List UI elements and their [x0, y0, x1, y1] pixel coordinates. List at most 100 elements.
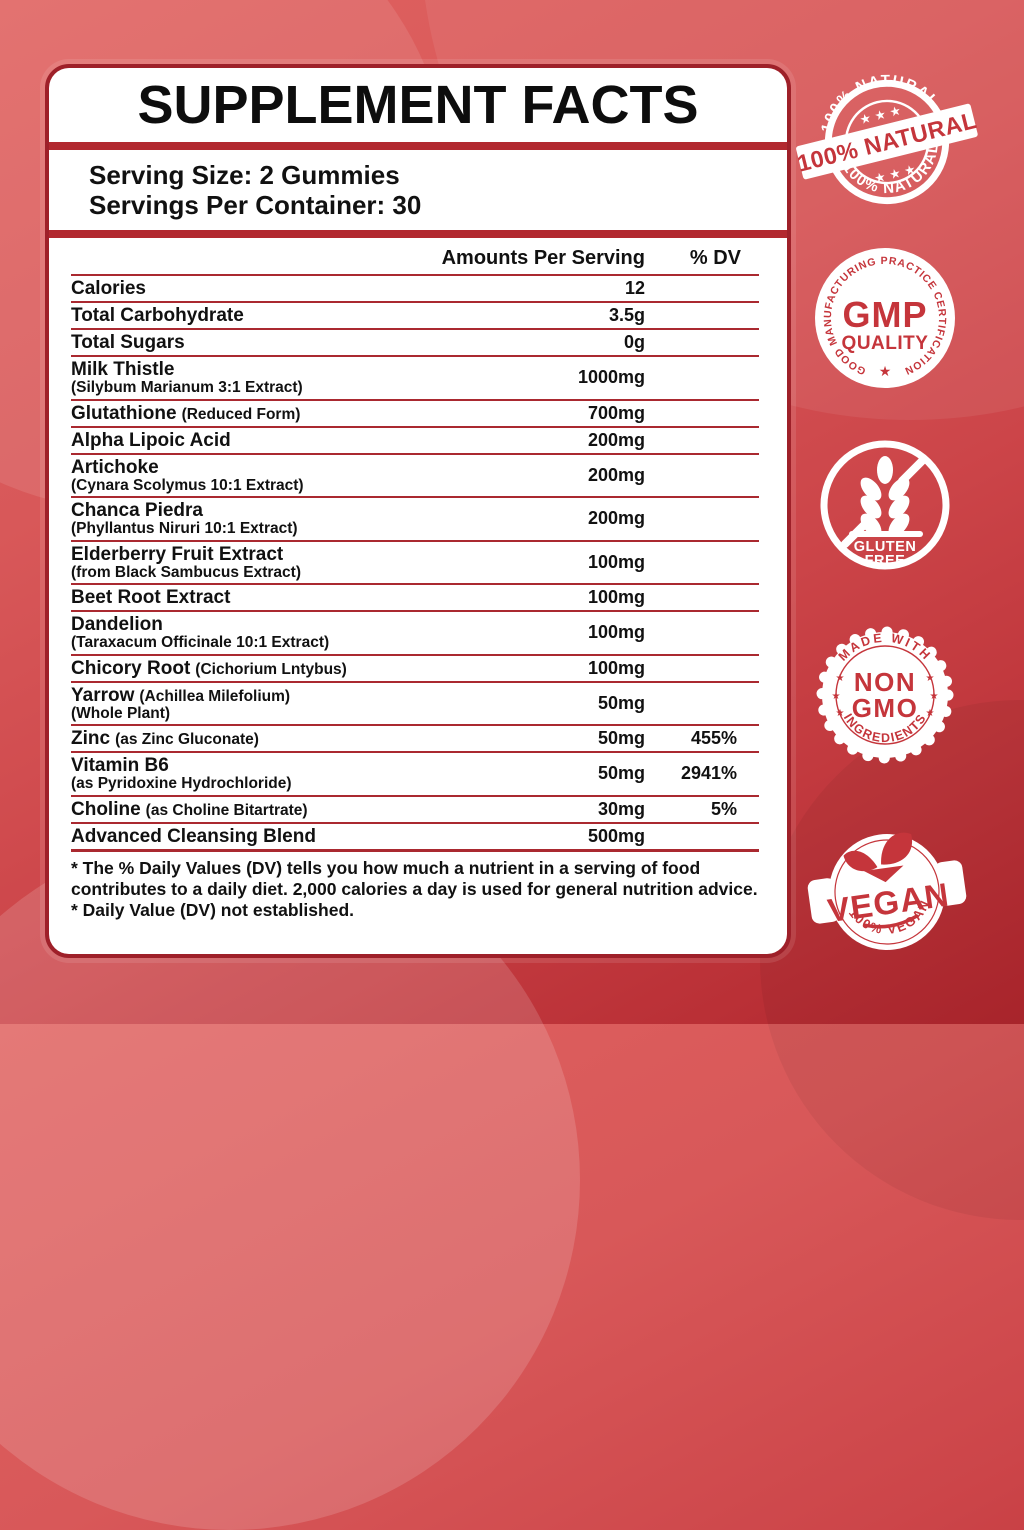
- table-row: Advanced Cleansing Blend 500mg: [71, 821, 759, 849]
- table-row: Artichoke (Cynara Scolymus 10:1 Extract)…: [71, 452, 759, 497]
- table-row: Milk Thistle (Silybum Marianum 3:1 Extra…: [71, 355, 759, 399]
- badge-gmp-quality: GOOD MANUFACTURING PRACTICE CERTIFICATIO…: [810, 243, 960, 393]
- ingredient-cell: Artichoke (Cynara Scolymus 10:1 Extract): [71, 457, 495, 495]
- servings-per-container-line: Servings Per Container: 30: [89, 190, 422, 221]
- ingredient-dv: 455%: [690, 728, 737, 748]
- ingredient-name: Elderberry Fruit Extract: [71, 543, 284, 565]
- table-row: Alpha Lipoic Acid 200mg: [71, 425, 759, 453]
- gmp-quality-text: QUALITY: [842, 333, 929, 354]
- ingredient-amount: 1000mg: [577, 367, 645, 388]
- table-row: Vitamin B6 (as Pyridoxine Hydrochloride)…: [71, 751, 759, 795]
- seal-disc: [822, 632, 948, 758]
- ingredient-cell: Dandelion (Taraxacum Officinale 10:1 Ext…: [71, 614, 495, 652]
- ingredient-detail-line2: (as Pyridoxine Hydrochloride): [71, 775, 292, 792]
- ingredient-amount: 3.5g: [608, 305, 645, 325]
- ingredient-name: Beet Root Extract: [71, 587, 231, 608]
- table-row: Glutathione (Reduced Form) 700mg: [71, 398, 759, 426]
- serving-size-line: Serving Size: 2 Gummies: [89, 160, 400, 190]
- ingredient-amount: 50mg: [597, 763, 645, 784]
- table-row: Dandelion (Taraxacum Officinale 10:1 Ext…: [71, 610, 759, 654]
- ingredient-cell: Advanced Cleansing Blend: [71, 826, 495, 847]
- ingredient-name: Chanca Piedra: [71, 500, 203, 521]
- ingredient-cell: Chicory Root (Cichorium Lntybus): [71, 658, 495, 679]
- seal-disc: [815, 248, 955, 388]
- footnotes: * The % Daily Values (DV) tells you how …: [71, 848, 759, 922]
- star-icon: ★: [832, 691, 841, 702]
- ingredient-amount: 100mg: [587, 587, 645, 607]
- ingredient-cell: Choline (as Choline Bitartrate): [71, 799, 495, 820]
- facts-table-section: Amounts Per Serving % DV Calories 12 Tot…: [49, 238, 787, 954]
- ingredient-detail-inline: (Cichorium Lntybus): [195, 660, 347, 678]
- ingredient-detail-inline: (as Zinc Gluconate): [115, 731, 259, 748]
- leaf-icon: [843, 832, 913, 883]
- ingredient-cell: Chanca Piedra (Phyllantus Niruri 10:1 Ex…: [71, 500, 495, 538]
- ingredient-amount: 12: [624, 278, 645, 298]
- slash-icon: [841, 456, 927, 548]
- ingredient-detail-line2: (Silybum Marianum 3:1 Extract): [71, 379, 303, 396]
- table-row: Yarrow (Achillea Milefolium) (Whole Plant…: [71, 680, 759, 725]
- ingredient-cell: Glutathione (Reduced Form): [71, 403, 495, 424]
- star-icon: ★: [926, 708, 935, 719]
- table-row: Total Sugars 0g: [71, 328, 759, 355]
- ingredient-cell: Calories: [71, 278, 495, 299]
- panel-title-section: SUPPLEMENT FACTS: [49, 68, 787, 142]
- table-row: Chanca Piedra (Phyllantus Niruri 10:1 Ex…: [71, 496, 759, 540]
- ingredient-amount: 100mg: [587, 551, 645, 572]
- footnote-dv-not-established: * Daily Value (DV) not established.: [71, 900, 354, 921]
- ingredient-name: Calories: [71, 278, 146, 299]
- stamp-banner: [796, 103, 978, 180]
- amounts-per-serving-header: Amounts Per Serving: [441, 247, 645, 269]
- badge-gluten-free: GLUTEN FREE: [810, 430, 960, 580]
- gluten-text-line2: FREE: [865, 553, 906, 569]
- ingredient-name: Milk Thistle: [71, 359, 175, 380]
- ingredient-name: Dandelion: [71, 614, 163, 635]
- ingredient-name: Chicory Root: [71, 657, 191, 679]
- ingredient-name: Total Sugars: [71, 332, 185, 353]
- gmp-center-text: GMP: [842, 294, 927, 335]
- star-icon: ★: [836, 673, 845, 684]
- star-icons-sides: ★ ★ ★ ★ ★ ★: [832, 673, 939, 719]
- footnote-dv-explanation: * The % Daily Values (DV) tells you how …: [71, 857, 758, 899]
- table-row: Elderberry Fruit Extract (from Black Sam…: [71, 539, 759, 584]
- ingredient-cell: Vitamin B6 (as Pyridoxine Hydrochloride): [71, 755, 495, 793]
- badge-non-gmo: MADE WITH INGREDIENTS NON GMO ★ ★ ★ ★ ★ …: [807, 617, 963, 773]
- table-row: Total Carbohydrate 3.5g: [71, 301, 759, 328]
- ingredient-cell: Alpha Lipoic Acid: [71, 430, 495, 451]
- ingredient-amount: 500mg: [587, 825, 645, 846]
- ingredient-amount: 200mg: [587, 508, 645, 529]
- ingredient-name: Alpha Lipoic Acid: [71, 429, 231, 451]
- ingredient-detail-inline: (as Choline Bitartrate): [145, 801, 308, 819]
- ingredient-cell: Total Carbohydrate: [71, 305, 495, 326]
- ingredient-cell: Zinc (as Zinc Gluconate): [71, 728, 495, 749]
- panel-title: SUPPLEMENT FACTS: [137, 75, 699, 135]
- table-row: Chicory Root (Cichorium Lntybus) 100mg: [71, 653, 759, 681]
- star-icon: ★: [836, 708, 845, 719]
- facts-table-rows: Calories 12 Total Carbohydrate 3.5g Tota…: [71, 274, 759, 849]
- ingredient-name: Artichoke: [71, 456, 159, 478]
- star-icon: ★: [879, 364, 892, 380]
- ingredient-name: Glutathione: [71, 402, 177, 424]
- ingredient-amount: 0g: [623, 332, 645, 352]
- table-row: Zinc (as Zinc Gluconate) 50mg 455%: [71, 724, 759, 751]
- swoosh-underline: [863, 914, 919, 929]
- star-icon: ★: [926, 673, 935, 684]
- ingredient-detail-line2: (Whole Plant): [71, 704, 171, 722]
- serving-info-section: Serving Size: 2 Gummies Servings Per Con…: [49, 150, 787, 230]
- ingredient-amount: 100mg: [587, 622, 645, 643]
- ingredient-detail-line2: (Taraxacum Officinale 10:1 Extract): [71, 634, 330, 651]
- inner-ring: [834, 839, 940, 945]
- percent-dv-header: % DV: [689, 247, 741, 269]
- ingredient-amount: 200mg: [587, 464, 645, 485]
- table-row: Choline (as Choline Bitartrate) 30mg 5%: [71, 794, 759, 822]
- ingredient-detail-line2: (from Black Sambucus Extract): [71, 563, 301, 581]
- badge-vegan: VEGAN 100% VEGAN: [807, 808, 967, 968]
- ingredient-name: Advanced Cleansing Blend: [71, 825, 316, 847]
- ingredient-cell: Beet Root Extract: [71, 587, 495, 608]
- ingredient-amount: 50mg: [597, 692, 645, 713]
- ingredient-amount: 200mg: [587, 429, 645, 450]
- table-row: Calories 12: [71, 274, 759, 301]
- ingredient-detail-inline: (Achillea Milefolium): [139, 687, 291, 705]
- ingredient-amount: 50mg: [597, 728, 645, 748]
- inner-ring: [835, 645, 935, 745]
- ingredient-name: Vitamin B6: [71, 755, 169, 776]
